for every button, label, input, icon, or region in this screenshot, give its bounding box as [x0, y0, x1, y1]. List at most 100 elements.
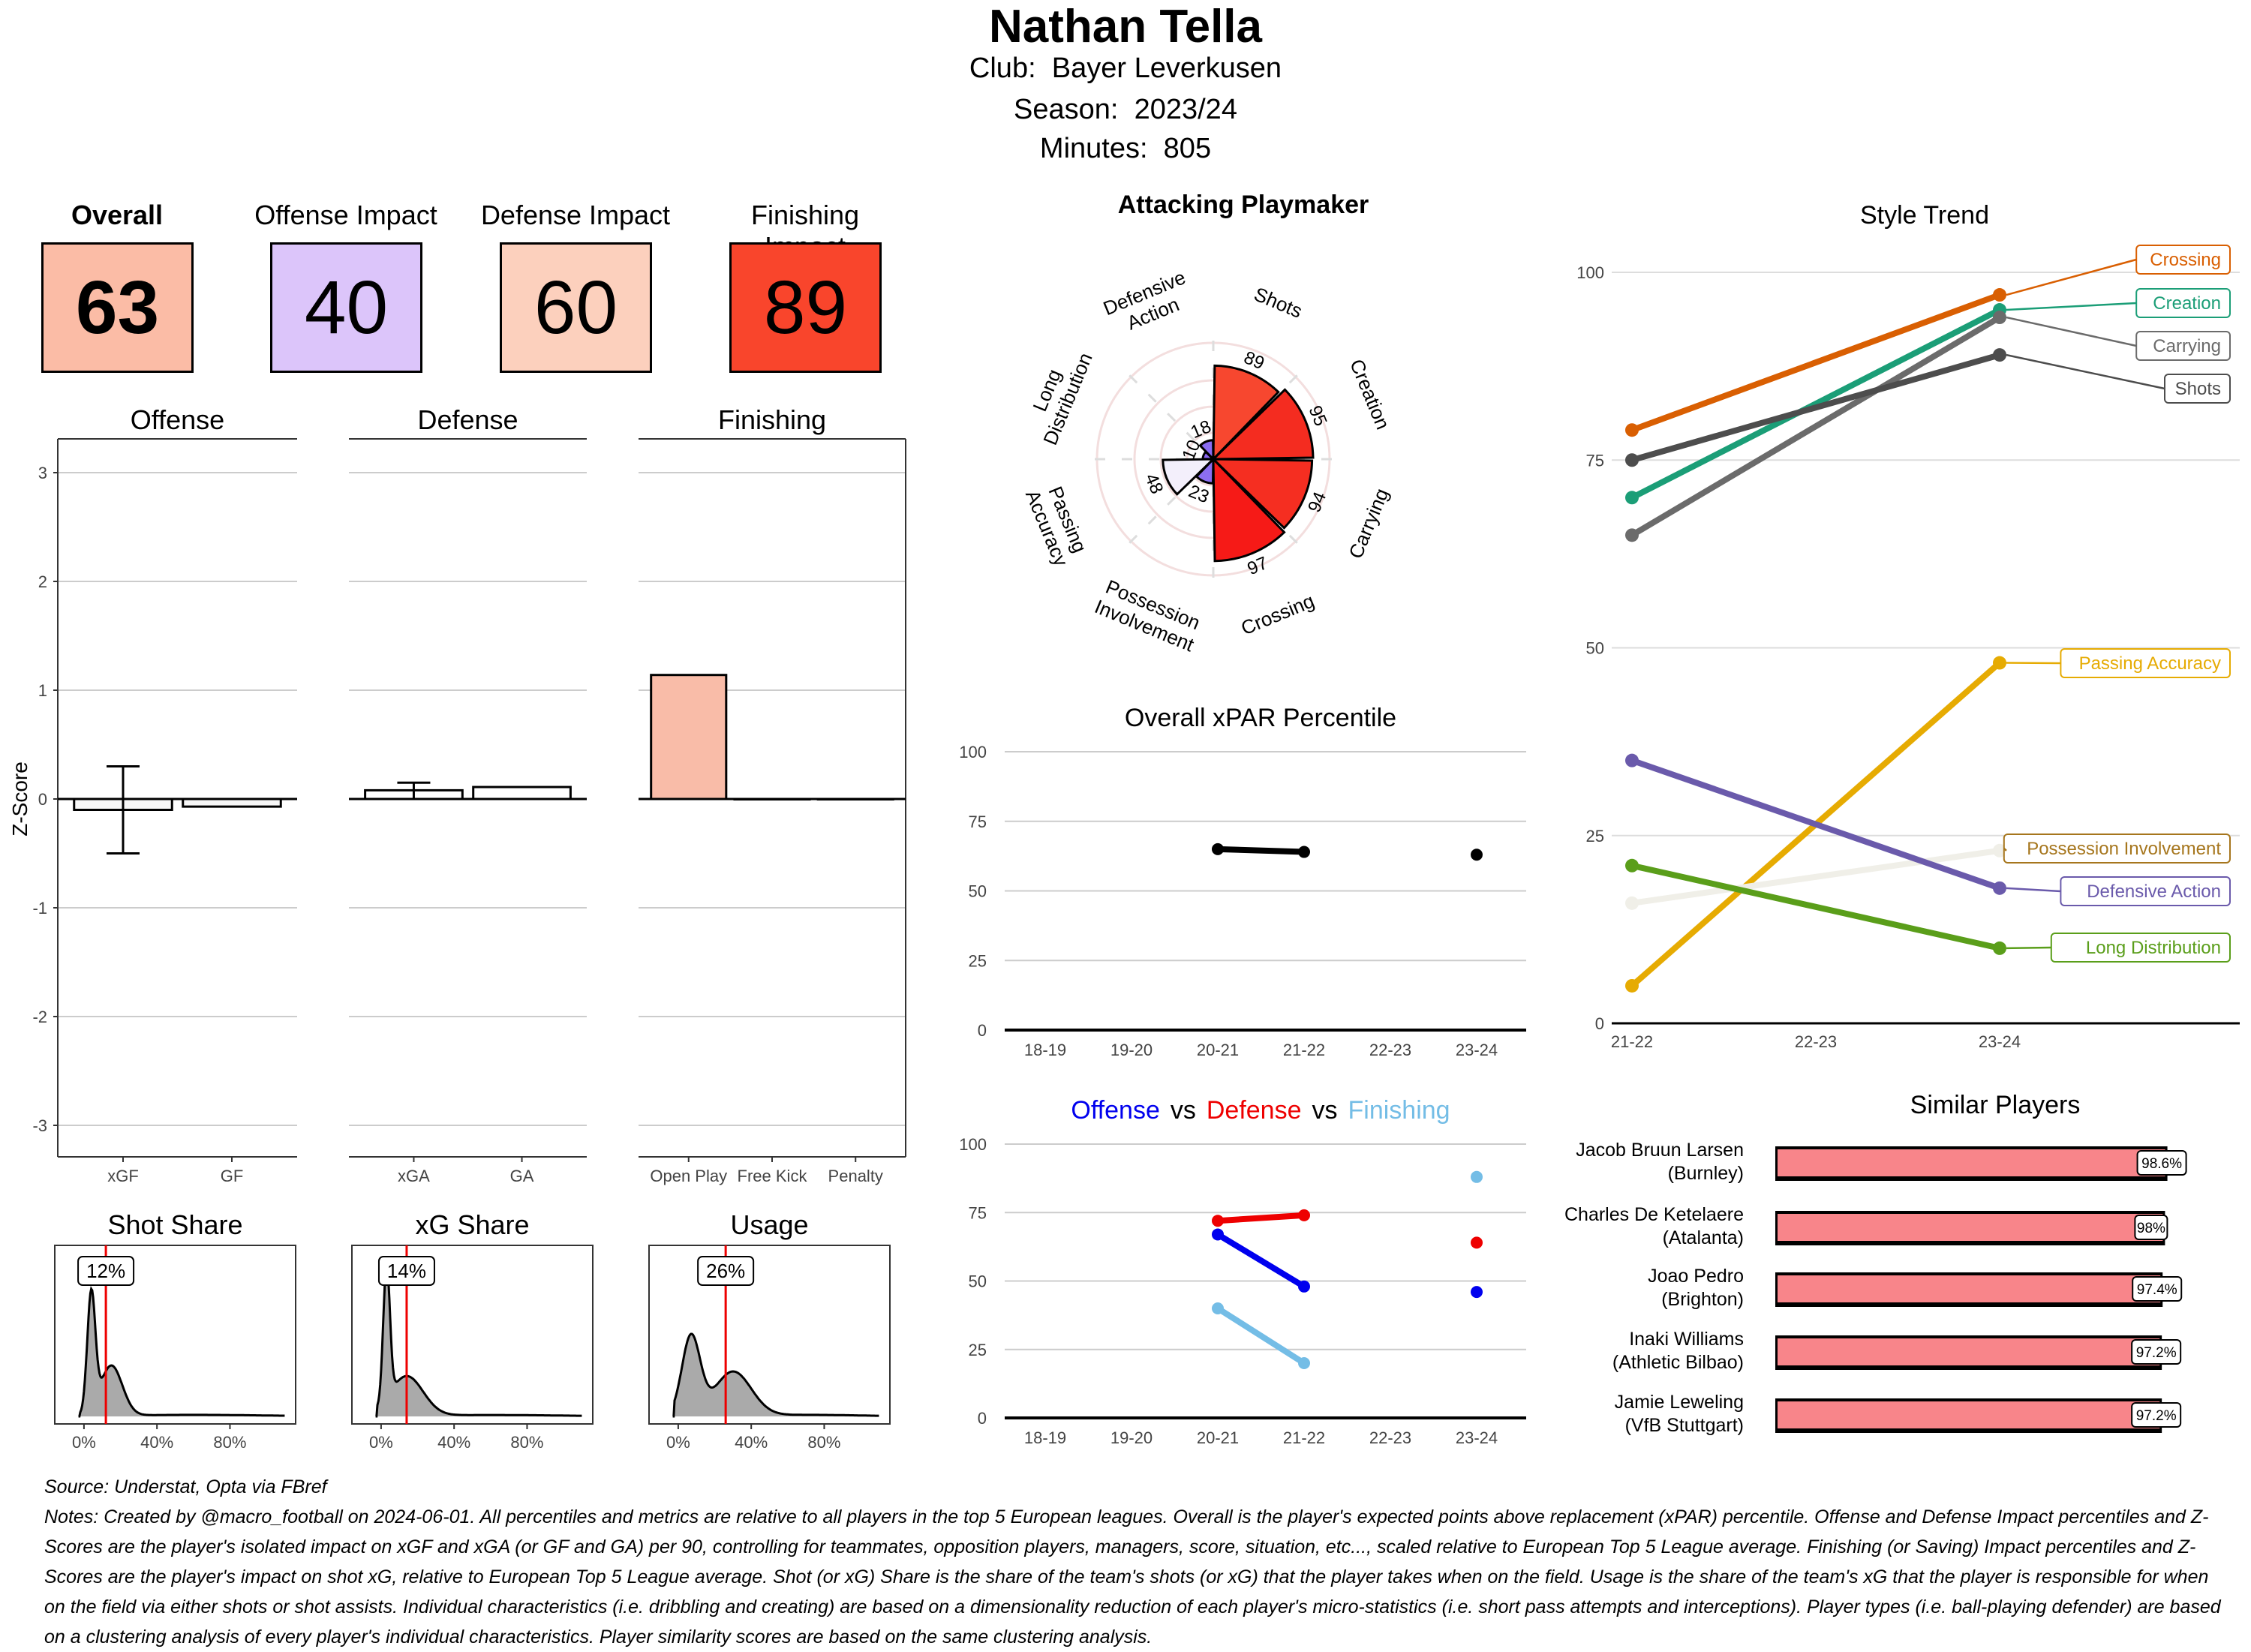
x-tick-label: 20-21: [1197, 1041, 1239, 1059]
similar-player-row: Jamie Leweling(VfB Stuttgart)97.2%: [1615, 1392, 2180, 1436]
x-tick-label: 18-19: [1024, 1041, 1066, 1059]
data-point: [1993, 311, 2006, 324]
panel-title: Usage: [730, 1209, 808, 1240]
series-line: [1632, 761, 2000, 888]
data-point: [1471, 1286, 1483, 1298]
similarity-label: 97.2%: [2136, 1408, 2177, 1424]
player-name: Jacob Bruun Larsen: [1576, 1140, 1744, 1161]
y-tick-label: 100: [959, 1135, 987, 1154]
player-name: Charles De Ketelaere: [1564, 1204, 1744, 1225]
x-tick-label: 0%: [369, 1433, 393, 1452]
title-part: vs: [1312, 1096, 1338, 1125]
series-line: [1218, 1234, 1304, 1286]
polar-category-label: LongDistribution: [1018, 341, 1097, 448]
bar-ga: [473, 787, 571, 799]
data-point: [1212, 1302, 1224, 1314]
polar-value-label: 89: [1241, 347, 1267, 374]
similarity-bar: [1778, 1149, 2165, 1176]
x-tick-label: 19-20: [1110, 1428, 1153, 1447]
panel-title: Finishing: [718, 404, 826, 435]
x-tick-label: Open Play: [650, 1167, 727, 1185]
y-tick-label: 100: [1576, 263, 1604, 282]
x-tick-label: 20-21: [1197, 1428, 1239, 1447]
similar-player-row: Charles De Ketelaere(Atalanta)98%: [1564, 1204, 2167, 1248]
polar-value-label: 95: [1304, 403, 1330, 429]
polar-category-label: Shots: [1251, 283, 1306, 323]
data-point: [1993, 942, 2006, 955]
data-point: [1625, 453, 1639, 467]
label-leader: [2006, 317, 2136, 346]
x-tick-label: 18-19: [1024, 1428, 1066, 1447]
x-tick-label: 40%: [140, 1433, 173, 1452]
x-tick-label: 22-23: [1369, 1428, 1411, 1447]
y-tick-label: 75: [1586, 451, 1604, 470]
panel-title: Offense: [131, 404, 224, 435]
source-text: Source: Understat, Opta via FBref: [44, 1472, 2228, 1502]
title-part: vs: [1171, 1096, 1196, 1125]
similarity-label: 98.6%: [2141, 1156, 2182, 1172]
similarity-label: 97.4%: [2137, 1282, 2177, 1298]
similarity-label: 97.2%: [2136, 1345, 2177, 1361]
chart-title: Style Trend: [1860, 201, 1989, 230]
label-leader: [2006, 303, 2136, 310]
series-label: Crossing: [2150, 250, 2221, 270]
x-tick-label: 23-24: [1456, 1041, 1498, 1059]
similar-player-row: Inaki Williams(Athletic Bilbao)97.2%: [1612, 1329, 2180, 1373]
y-tick-label: 25: [1586, 827, 1604, 846]
y-tick-label: 2: [38, 572, 47, 591]
title-part: Finishing: [1348, 1096, 1450, 1125]
x-tick-label: Penalty: [828, 1167, 883, 1185]
polar-category-text: Carrying: [1344, 485, 1393, 562]
polar-category-text: LongDistribution: [1018, 341, 1097, 448]
data-point: [1212, 1215, 1224, 1227]
data-point: [1212, 1228, 1224, 1240]
data-point: [1212, 843, 1224, 855]
title-part: Offense: [1071, 1096, 1159, 1125]
player-club: (Burnley): [1668, 1163, 1744, 1184]
series-line: [1218, 1308, 1304, 1363]
data-point: [1993, 656, 2006, 670]
player-value-label: 12%: [86, 1260, 125, 1282]
x-tick-label: 80%: [213, 1433, 246, 1452]
y-axis-label: Z-Score: [8, 761, 32, 837]
player-name: Joao Pedro: [1648, 1266, 1744, 1287]
data-point: [1625, 897, 1639, 910]
data-point: [1625, 528, 1639, 542]
polar-category-text: DefensiveAction: [1100, 266, 1198, 341]
y-tick-label: 75: [969, 1203, 987, 1222]
data-point: [1471, 849, 1483, 861]
data-point: [1993, 288, 2006, 302]
panel-title: Defense: [417, 404, 518, 435]
y-tick-label: 1: [38, 681, 47, 700]
similar-players-chart: Similar Players Jacob Bruun Larsen(Burnle…: [1564, 1091, 2186, 1436]
polar-category-label: DefensiveAction: [1100, 266, 1198, 341]
series-line: [1218, 1215, 1304, 1221]
data-point: [1625, 859, 1639, 873]
x-tick-label: 21-22: [1283, 1041, 1325, 1059]
y-tick-label: 0: [978, 1021, 987, 1040]
y-tick-label: 75: [969, 812, 987, 831]
x-tick-label: 22-23: [1795, 1032, 1837, 1051]
chart-title: Similar Players: [1910, 1091, 2081, 1119]
x-tick-label: xGF: [107, 1167, 139, 1185]
polar-title: Attacking Playmaker: [1118, 191, 1369, 219]
y-tick-label: 50: [969, 1272, 987, 1291]
data-point: [1298, 1357, 1310, 1369]
data-point: [1471, 1171, 1483, 1183]
x-tick-label: GA: [510, 1167, 534, 1185]
polar-category-label: PassingAccuracy: [1021, 478, 1093, 569]
player-value-label: 14%: [387, 1260, 426, 1282]
polar-category-label: PossessionInvolvement: [1092, 574, 1207, 656]
player-value-label: 26%: [706, 1260, 745, 1282]
series-label: Possession Involvement: [2027, 839, 2221, 859]
x-tick-label: 23-24: [1979, 1032, 2021, 1051]
x-tick-label: 21-22: [1283, 1428, 1325, 1447]
polar-category-text: Shots: [1251, 283, 1306, 323]
y-tick-label: 0: [1595, 1014, 1604, 1033]
polar-value-label: 97: [1245, 553, 1271, 579]
